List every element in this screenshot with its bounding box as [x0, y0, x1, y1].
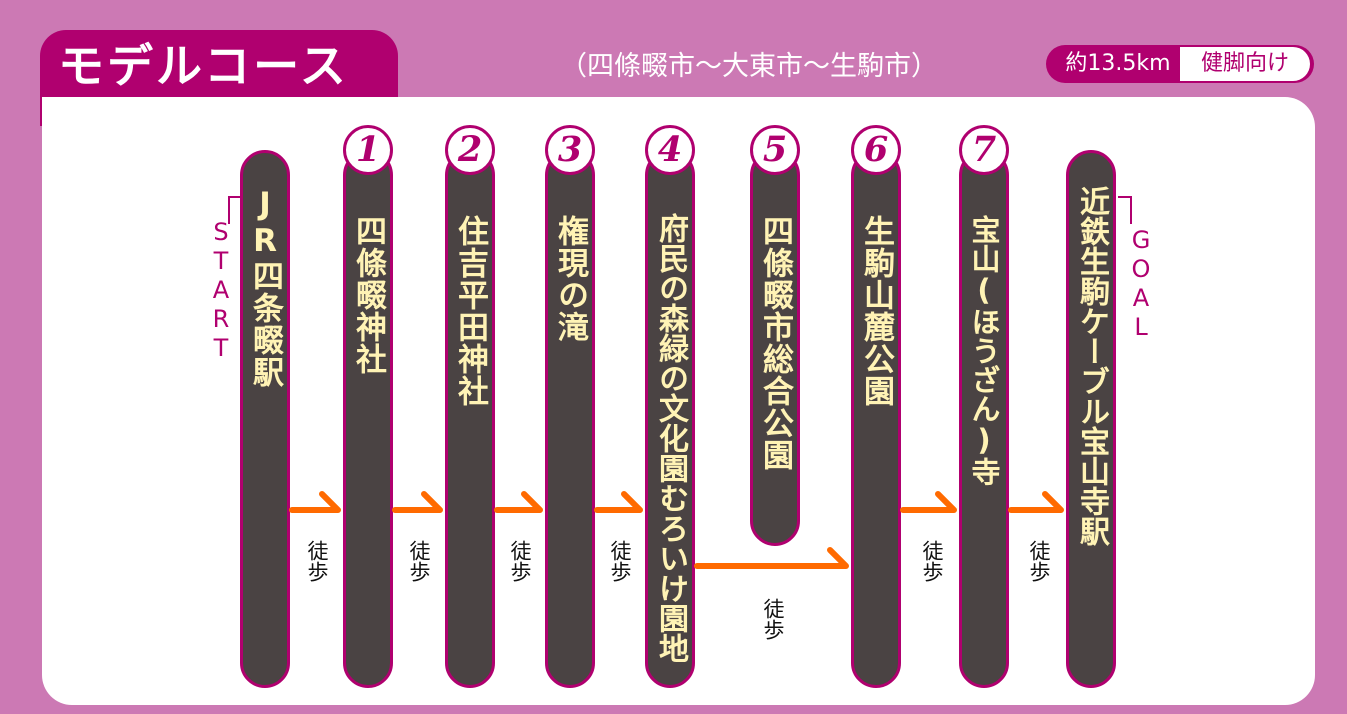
stop-name-goal: 近鉄生駒ケーブル宝山寺駅	[1074, 186, 1109, 546]
walk-label: 徒歩	[920, 540, 944, 582]
pillar-4	[645, 150, 695, 688]
pillar-2	[445, 150, 495, 688]
stop-name-7: 宝山(ほうざん)寺	[967, 215, 1001, 486]
pillar-3	[545, 150, 595, 688]
arrow-3-4	[594, 491, 643, 513]
stop-number-4: 4	[645, 125, 695, 175]
stop-number-6: 6	[851, 125, 901, 175]
pillar-6	[851, 150, 901, 688]
walk-label: 徒歩	[508, 540, 532, 582]
arrow-start-1	[289, 491, 341, 513]
stop-number-5: 5	[750, 125, 800, 175]
stop-number-3: 3	[545, 125, 595, 175]
stop-number-1: 1	[343, 125, 393, 175]
stop-name-1: 四條畷神社	[350, 215, 386, 375]
page-title: モデルコース	[58, 39, 349, 93]
walk-label: 徒歩	[1027, 540, 1051, 582]
arrow-4-6	[694, 547, 849, 569]
stop-name-2: 住吉平田神社	[452, 215, 488, 407]
level-badge: 健脚向け	[1180, 47, 1310, 81]
stop-name-3: 権現の滝	[552, 215, 588, 343]
pillar-start	[240, 150, 290, 688]
start-label: START	[207, 218, 235, 363]
arrow-6-7	[900, 491, 957, 513]
pillar-7	[959, 150, 1009, 688]
arrow-7-goal	[1008, 491, 1064, 513]
stop-number-7: 7	[959, 125, 1009, 175]
walk-label: 徒歩	[407, 540, 431, 582]
goal-bracket	[1118, 196, 1132, 224]
walk-label: 徒歩	[608, 540, 632, 582]
route-subtitle: （四條畷市～大東市～生駒市）	[560, 51, 938, 82]
stop-number-2: 2	[445, 125, 495, 175]
stop-name-6: 生駒山麓公園	[858, 215, 894, 407]
goal-label: GOAL	[1127, 226, 1155, 342]
distance-badge: 約13.5km	[1065, 51, 1171, 76]
stop-name-4: 府民の森緑の文化園むろいけ園地	[653, 213, 688, 663]
arrow-2-3	[494, 491, 543, 513]
pillar-goal	[1066, 150, 1116, 688]
walk-label: 徒歩	[761, 598, 785, 640]
stop-name-5: 四條畷市総合公園	[757, 215, 793, 471]
arrow-1-2	[392, 491, 443, 513]
stop-name-start: JR四条畷駅	[247, 186, 283, 388]
start-bracket	[228, 196, 242, 224]
walk-label: 徒歩	[305, 540, 329, 582]
